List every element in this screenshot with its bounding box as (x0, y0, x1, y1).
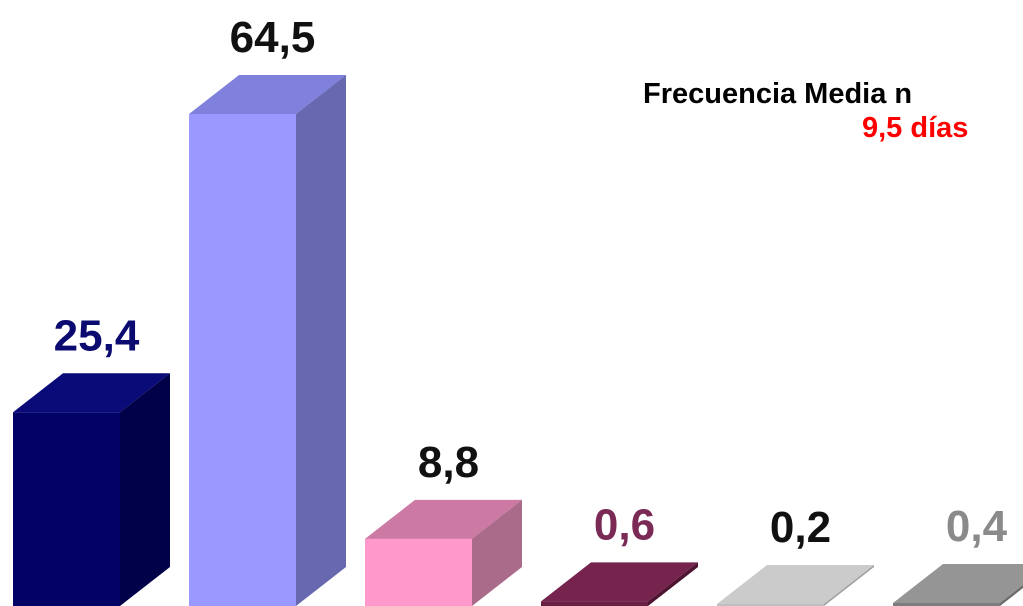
bar-top (717, 565, 874, 604)
bar-3 (365, 499, 522, 606)
bar-1 (13, 373, 170, 606)
bar-side (472, 499, 522, 606)
bar-5 (717, 565, 874, 606)
bar-6 (893, 563, 1023, 606)
data-label: 64,5 (230, 13, 316, 62)
data-label: 0,2 (770, 503, 831, 552)
annotation-value: 9,5 días (862, 112, 969, 144)
bar-top (541, 562, 698, 602)
bar-top (189, 75, 346, 114)
bar-top (893, 563, 1023, 603)
bar-front (893, 602, 1000, 606)
data-label: 8,8 (418, 438, 479, 487)
bar-side (1000, 585, 1023, 606)
bar-side (296, 75, 346, 606)
bar-side (648, 562, 698, 606)
bar-front (365, 538, 472, 606)
bar-2 (189, 75, 346, 606)
bar-top (365, 499, 522, 539)
bar-side (824, 565, 874, 606)
bar-front (13, 412, 120, 606)
bar-front (541, 601, 648, 606)
data-label: 0,6 (594, 500, 655, 549)
annotation-title: Frecuencia Media n (643, 78, 913, 110)
bar-4 (541, 562, 698, 606)
bar-front (189, 114, 296, 606)
bar-side (120, 373, 170, 606)
bar-top (13, 373, 170, 413)
data-label: 0,4 (946, 502, 1008, 551)
data-label: 25,4 (54, 311, 140, 360)
